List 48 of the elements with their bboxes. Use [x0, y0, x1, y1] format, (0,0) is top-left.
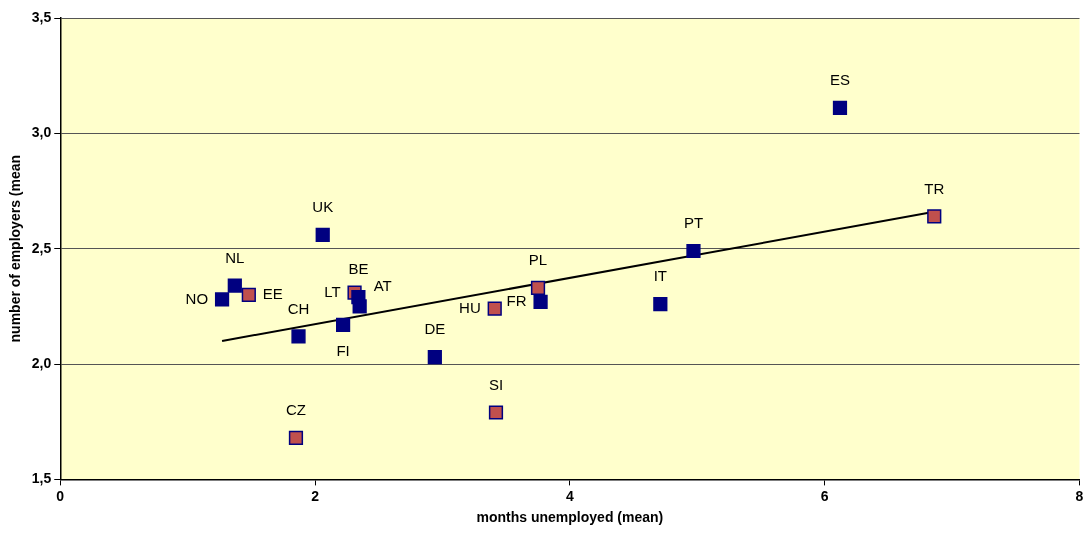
data-label: UK [312, 198, 334, 215]
y-tick-label: 2,5 [31, 239, 52, 256]
point [832, 100, 848, 116]
point [291, 329, 306, 344]
x-tick-label: 4 [565, 487, 574, 504]
data-label: NO [185, 289, 209, 307]
point [927, 209, 942, 224]
data-label: PL [528, 251, 548, 269]
point [530, 280, 546, 296]
data-label: SI [488, 375, 504, 393]
y-tick-label: 2,0 [31, 354, 52, 371]
point [427, 350, 442, 365]
point [227, 278, 242, 293]
data-label: FR [506, 291, 527, 309]
data-label: FI [336, 341, 350, 359]
x-tick-label: 8 [1075, 487, 1084, 504]
point [488, 405, 504, 420]
x-tick-label: 0 [56, 487, 65, 504]
y-tick-label: 3,0 [31, 124, 52, 141]
data-label: LT [324, 282, 341, 300]
point [533, 294, 548, 309]
x-tick-label: 2 [311, 487, 320, 504]
point [686, 243, 701, 259]
point [335, 317, 351, 332]
data-label: AT [373, 276, 392, 294]
data-label: PT [683, 214, 704, 232]
point [653, 296, 668, 312]
data-label: HU [459, 298, 481, 316]
data-label: IT [653, 267, 668, 285]
x-axis-title: months unemployed (mean) [476, 509, 664, 526]
data-label: EE [262, 284, 283, 302]
point [214, 292, 230, 307]
y-tick-label: 1,5 [31, 470, 52, 487]
point [352, 299, 367, 314]
data-label: BE [348, 260, 369, 278]
point [288, 430, 304, 445]
point [315, 227, 330, 242]
point [241, 287, 256, 302]
data-label: ES [829, 71, 850, 89]
data-label: DE [424, 320, 446, 338]
data-label: CH [287, 299, 310, 317]
y-axis-title: number of employers (mean [7, 154, 24, 343]
x-tick-label: 6 [820, 487, 829, 504]
data-label: CZ [285, 401, 306, 419]
point [487, 301, 502, 316]
data-label: TR [924, 179, 945, 197]
y-tick-label: 3,5 [31, 8, 52, 25]
data-label: NL [225, 248, 245, 266]
